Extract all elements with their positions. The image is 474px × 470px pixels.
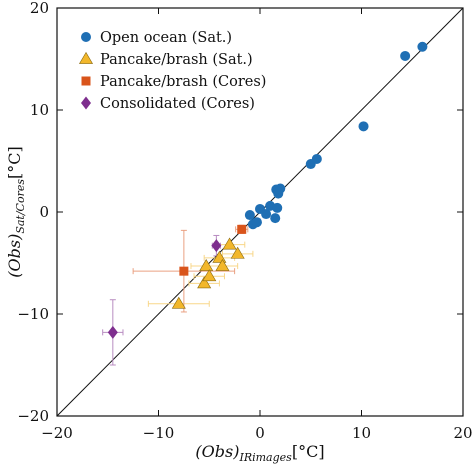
y-axis-title-sub: Sat/Cores bbox=[14, 179, 27, 234]
data-point-triangle bbox=[215, 258, 230, 271]
legend-marker-diamond bbox=[81, 96, 91, 110]
legend-label: Pancake/brash (Cores) bbox=[100, 74, 266, 90]
data-point-square bbox=[179, 266, 189, 276]
x-axis-title-unit: [°C] bbox=[292, 442, 325, 461]
x-axis-title-sub: IRimages bbox=[238, 451, 292, 464]
y-axis-title-main: (Obs) bbox=[5, 234, 24, 278]
data-point-triangle bbox=[202, 269, 217, 282]
data-point-square bbox=[237, 224, 247, 234]
legend-marker-triangle bbox=[78, 51, 94, 64]
x-tick-label: −10 bbox=[143, 424, 175, 442]
data-point-circle bbox=[311, 153, 322, 164]
data-point-circle bbox=[275, 183, 286, 194]
data-point-triangle bbox=[199, 258, 214, 271]
x-tick-label: 10 bbox=[352, 424, 371, 442]
legend-label: Open ocean (Sat.) bbox=[100, 30, 232, 46]
data-point-circle bbox=[244, 210, 255, 221]
data-point-triangle bbox=[171, 296, 186, 309]
x-axis-title: (Obs)IRimages[°C] bbox=[195, 442, 324, 464]
data-point-diamond bbox=[211, 239, 222, 253]
y-tick-label: −20 bbox=[17, 407, 49, 425]
data-point-circle bbox=[400, 50, 411, 61]
data-point-triangle bbox=[222, 237, 237, 250]
x-tick-label: 0 bbox=[255, 424, 265, 442]
y-tick-label: −10 bbox=[17, 305, 49, 323]
legend-marker-square bbox=[81, 76, 91, 86]
data-point-triangle bbox=[230, 246, 245, 259]
legend-label: Consolidated (Cores) bbox=[100, 96, 255, 112]
legend-label: Pancake/brash (Sat.) bbox=[100, 52, 253, 68]
data-point-circle bbox=[261, 209, 272, 220]
x-axis-title-main: (Obs) bbox=[195, 442, 239, 461]
data-point-triangle bbox=[197, 276, 212, 289]
legend-marker-circle bbox=[81, 32, 91, 42]
y-axis-title: (Obs)Sat/Cores[°C] bbox=[5, 146, 27, 277]
y-tick-label: 10 bbox=[30, 101, 49, 119]
y-tick-label: 0 bbox=[39, 203, 49, 221]
data-point-diamond bbox=[107, 325, 118, 339]
x-tick-label: 20 bbox=[453, 424, 472, 442]
legend: Open ocean (Sat.) Pancake/brash (Sat.) Pan… bbox=[78, 30, 266, 112]
x-tick-label: −20 bbox=[41, 424, 73, 442]
data-point-circle bbox=[251, 217, 262, 228]
data-point-circle bbox=[358, 121, 369, 132]
y-tick-label: 20 bbox=[30, 0, 49, 17]
data-point-circle bbox=[272, 202, 283, 213]
data-point-circle bbox=[417, 41, 428, 52]
data-point-circle bbox=[270, 213, 281, 224]
y-axis-title-unit: [°C] bbox=[5, 146, 24, 179]
